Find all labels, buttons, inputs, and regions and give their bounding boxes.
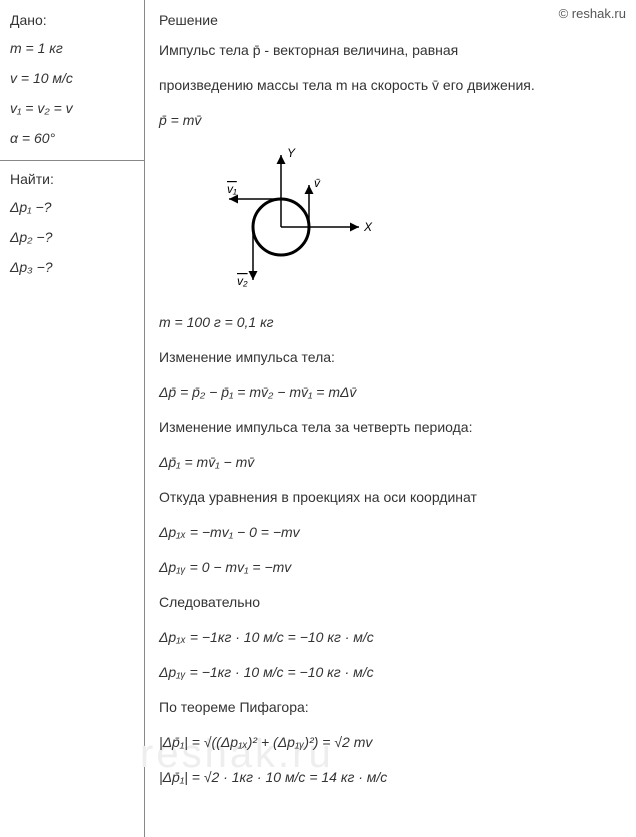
solution-line: Следовательно <box>159 592 622 613</box>
given-item: v₁ = v₂ = v <box>10 100 134 116</box>
formula-line: Δp̄ = p̄₂ − p̄₁ = mv̄₂ − mv̄₁ = mΔv̄ <box>159 382 622 403</box>
formula-line: Δp₁ₓ = −mv₁ − 0 = −mv <box>159 522 622 543</box>
formula-line: Δp̄₁ = mv̄₁ − mv̄ <box>159 452 622 473</box>
find-item: Δp₁ −? <box>10 199 134 215</box>
formula-line: Δp₁ᵧ = 0 − mv₁ = −mv <box>159 557 622 578</box>
formula-line: Δp₁ᵧ = −1кг · 10 м/с = −10 кг · м/с <box>159 662 622 683</box>
given-item: m = 1 кг <box>10 40 134 56</box>
given-item: v = 10 м/с <box>10 70 134 86</box>
y-axis-label: Y <box>287 146 296 160</box>
find-header: Найти: <box>10 171 134 187</box>
v2-label: v₂ <box>237 274 248 288</box>
solution-line: m = 100 г = 0,1 кг <box>159 312 622 333</box>
diagram-svg: X Y v̄ v₁ v₂ <box>199 145 379 295</box>
vector-diagram: X Y v̄ v₁ v₂ <box>199 145 622 298</box>
solution-panel: © reshak.ru Решение Импульс тела p̄ - ве… <box>145 0 636 837</box>
formula-line: |Δp̄₁| = √((Δp₁ₓ)² + (Δp₁ᵧ)²) = √2 mv <box>159 732 622 753</box>
given-item: α = 60° <box>10 130 134 146</box>
solution-line: Изменение импульса тела: <box>159 347 622 368</box>
solution-line: По теореме Пифагора: <box>159 697 622 718</box>
given-panel: Дано: m = 1 кг v = 10 м/с v₁ = v₂ = v α … <box>0 0 145 837</box>
formula-line: Δp₁ₓ = −1кг · 10 м/с = −10 кг · м/с <box>159 627 622 648</box>
formula-line: |Δp̄₁| = √2 · 1кг · 10 м/с = 14 кг · м/с <box>159 767 622 788</box>
v1-label: v₁ <box>227 182 237 196</box>
x-axis-label: X <box>363 220 373 234</box>
solution-line: Изменение импульса тела за четверть пери… <box>159 417 622 438</box>
solution-header: Решение <box>159 12 622 28</box>
find-item: Δp₃ −? <box>10 259 134 275</box>
solution-line: Импульс тела p̄ - векторная величина, ра… <box>159 40 622 61</box>
v-label: v̄ <box>314 176 321 190</box>
given-header: Дано: <box>10 12 134 28</box>
divider <box>0 160 144 161</box>
formula-line: p̄ = mv̄ <box>159 110 622 131</box>
find-item: Δp₂ −? <box>10 229 134 245</box>
solution-line: произведению массы тела m на скорость v̄… <box>159 75 622 96</box>
solution-line: Откуда уравнения в проекциях на оси коор… <box>159 487 622 508</box>
